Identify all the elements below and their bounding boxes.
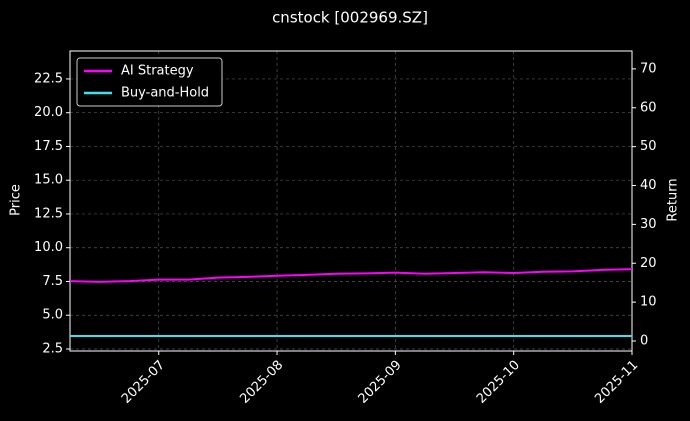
x-tick-label: 2025-11 — [592, 358, 641, 407]
y-tick-label: 20.0 — [34, 105, 63, 120]
y2-tick-label: 10 — [640, 295, 657, 310]
series-line — [69, 268, 633, 283]
x-tick-label: 2025-10 — [474, 358, 523, 407]
x-tick-label: 2025-08 — [237, 358, 286, 407]
x-tick-label: 2025-07 — [119, 358, 168, 407]
y2-tick-label: 70 — [640, 61, 657, 76]
y-tick-label: 10.0 — [34, 240, 63, 255]
y-tick-label: 15.0 — [34, 173, 63, 188]
chart-title: cnstock [002969.SZ] — [272, 9, 428, 27]
y2-axis-label: Return — [666, 178, 681, 221]
legend-label: AI Strategy — [121, 64, 194, 79]
y2-tick-label: 20 — [640, 256, 657, 271]
y-tick-label: 2.5 — [42, 341, 63, 356]
y2-tick-label: 40 — [640, 178, 657, 193]
plot-frame — [69, 50, 633, 352]
y-tick-label: 5.0 — [42, 308, 63, 323]
y-tick-label: 22.5 — [34, 71, 63, 86]
legend-box — [76, 57, 223, 107]
y-tick-label: 12.5 — [34, 206, 63, 221]
legend-label: Buy-and-Hold — [121, 86, 209, 101]
x-tick-label: 2025-09 — [356, 358, 405, 407]
y-tick-label: 17.5 — [34, 139, 63, 154]
legend: AI Strategy Buy-and-Hold — [76, 57, 223, 107]
y-axis-label: Price — [9, 184, 24, 216]
y2-tick-label: 0 — [640, 334, 648, 349]
y2-tick-label: 50 — [640, 139, 657, 154]
y2-tick-label: 60 — [640, 100, 657, 115]
y-tick-label: 7.5 — [42, 274, 63, 289]
y2-tick-label: 30 — [640, 217, 657, 232]
